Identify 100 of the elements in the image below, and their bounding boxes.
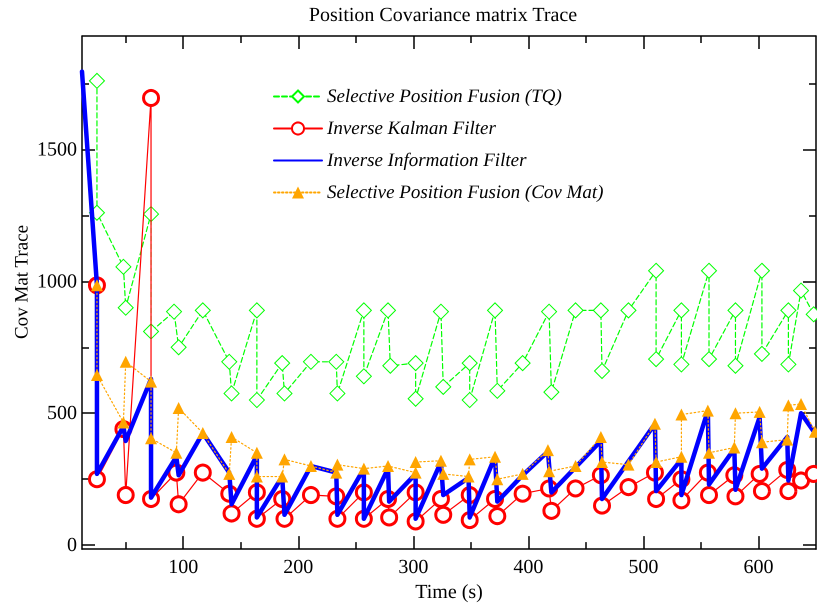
- point: [331, 458, 344, 471]
- point: [487, 302, 504, 318]
- point: [756, 436, 768, 448]
- point: [620, 302, 636, 318]
- point: [116, 486, 135, 504]
- point: [276, 385, 292, 402]
- point: [304, 460, 317, 472]
- point: [380, 508, 398, 526]
- point: [701, 262, 718, 279]
- point: [145, 432, 158, 444]
- chart-title: Position Covariance matrix Trace: [308, 4, 578, 26]
- point: [302, 354, 319, 370]
- point: [593, 496, 612, 515]
- point: [90, 368, 103, 381]
- point: [462, 355, 478, 372]
- point: [514, 355, 531, 372]
- point: [248, 392, 265, 408]
- point: [328, 354, 344, 370]
- point: [382, 460, 394, 472]
- point: [435, 378, 452, 395]
- point: [166, 304, 182, 320]
- point: [464, 453, 476, 466]
- point: [380, 302, 396, 318]
- point: [356, 368, 372, 384]
- point: [194, 464, 212, 482]
- point: [432, 304, 449, 320]
- point: [462, 392, 478, 408]
- x-tick-label: 300: [398, 556, 428, 578]
- point: [727, 358, 744, 374]
- point: [648, 418, 661, 430]
- point: [672, 491, 690, 510]
- point: [248, 302, 265, 318]
- y-axis-title: Cov Mat Trace: [12, 225, 32, 339]
- point: [726, 487, 744, 506]
- x-tick-label: 500: [628, 556, 658, 578]
- y-tick-label: 1000: [37, 270, 77, 292]
- point: [648, 351, 664, 368]
- point: [408, 390, 424, 407]
- point: [754, 262, 770, 279]
- point: [88, 72, 105, 89]
- point: [541, 304, 558, 320]
- point: [462, 470, 475, 483]
- point: [675, 450, 688, 463]
- point: [752, 482, 771, 500]
- point: [543, 384, 560, 400]
- legend-label: Inverse Information Filter: [326, 150, 528, 171]
- point: [516, 468, 529, 480]
- point: [650, 456, 662, 468]
- point: [120, 356, 132, 368]
- point: [703, 446, 716, 459]
- point: [594, 363, 610, 380]
- legend-label: Selective Position Fusion (TQ): [327, 86, 562, 107]
- x-tick-label: 600: [743, 556, 774, 578]
- point: [570, 460, 582, 472]
- point: [221, 354, 238, 370]
- point: [754, 406, 766, 418]
- point: [673, 356, 690, 372]
- point: [224, 385, 240, 402]
- point: [278, 453, 290, 466]
- point: [434, 454, 447, 467]
- point: [222, 504, 241, 522]
- point: [673, 302, 690, 318]
- point: [594, 430, 607, 443]
- point: [792, 472, 810, 490]
- point: [782, 399, 794, 412]
- x-tick-label: 400: [513, 556, 544, 578]
- point: [780, 356, 796, 372]
- point: [356, 302, 372, 318]
- point: [491, 473, 504, 486]
- point: [728, 442, 740, 454]
- y-tick-label: 0: [67, 534, 77, 556]
- point: [115, 258, 132, 275]
- point: [781, 434, 794, 446]
- point: [568, 302, 584, 318]
- point: [488, 507, 506, 526]
- point: [437, 468, 450, 480]
- point: [170, 495, 188, 514]
- point: [223, 468, 236, 480]
- point: [727, 302, 744, 318]
- point: [329, 385, 346, 402]
- y-tick-label: 1500: [37, 138, 77, 160]
- point: [514, 484, 532, 503]
- point: [118, 300, 134, 316]
- point: [274, 355, 290, 372]
- point: [702, 404, 714, 417]
- point: [489, 382, 506, 399]
- point: [117, 416, 130, 428]
- point: [793, 282, 810, 299]
- point: [622, 458, 634, 471]
- point: [358, 462, 370, 475]
- point: [250, 446, 263, 459]
- point: [675, 408, 688, 421]
- point: [170, 339, 187, 356]
- point: [701, 351, 718, 368]
- point: [302, 486, 320, 504]
- point: [172, 402, 185, 414]
- point: [542, 444, 554, 456]
- point: [779, 482, 798, 500]
- point: [145, 376, 158, 388]
- point: [592, 302, 609, 318]
